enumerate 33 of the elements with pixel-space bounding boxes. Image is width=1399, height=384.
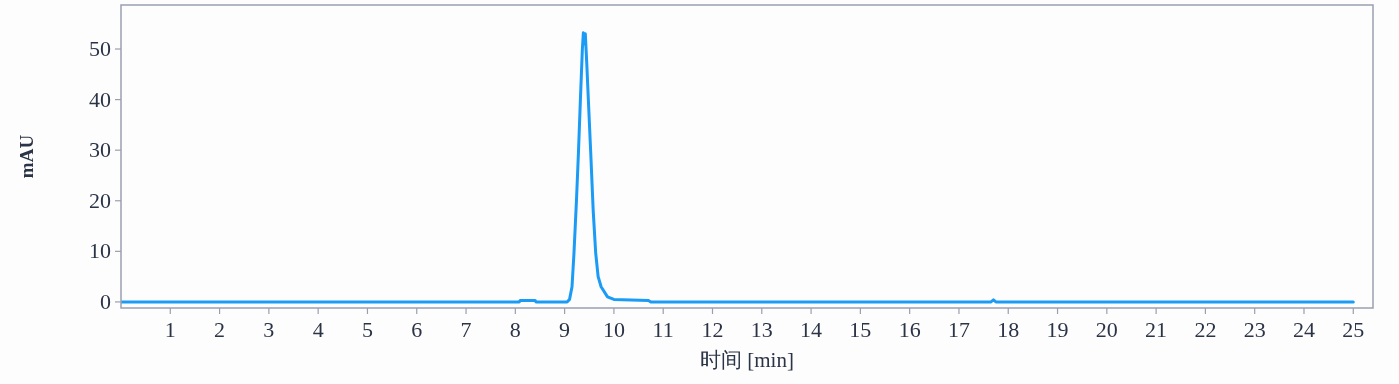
x-tick-label: 22	[1194, 317, 1217, 342]
x-tick-label: 24	[1292, 317, 1315, 342]
x-tick-label: 19	[1046, 317, 1069, 342]
x-tick-label: 4	[312, 317, 324, 342]
x-tick-label: 2	[214, 317, 226, 342]
y-tick-label: 50	[89, 36, 111, 62]
x-tick-label: 17	[947, 317, 970, 342]
y-axis-title: mAU	[16, 134, 37, 179]
x-tick-label: 12	[701, 317, 724, 342]
x-tick-label: 1	[164, 317, 176, 342]
x-axis-title: 时间 [min]	[700, 348, 794, 372]
x-tick-label: 8	[509, 317, 521, 342]
x-tick-label: 6	[411, 317, 423, 342]
x-tick-label: 18	[997, 317, 1020, 342]
x-tick-label: 13	[750, 317, 773, 342]
x-tick-label: 16	[898, 317, 921, 342]
x-tick-label: 14	[800, 317, 823, 342]
x-tick-label: 9	[559, 317, 571, 342]
x-tick-label: 11	[652, 317, 674, 342]
y-tick-label: 20	[89, 187, 111, 213]
x-tick-label: 21	[1145, 317, 1168, 342]
x-tick-label: 15	[849, 317, 872, 342]
x-tick-label: 10	[602, 317, 625, 342]
x-tick-label: 20	[1095, 317, 1118, 342]
y-tick-label: 0	[100, 288, 111, 314]
y-tick-label: 10	[89, 238, 111, 264]
x-tick-label: 23	[1243, 317, 1266, 342]
x-tick-label: 7	[460, 317, 472, 342]
x-tick-label: 3	[263, 317, 275, 342]
x-tick-label: 5	[361, 317, 373, 342]
y-tick-label: 40	[89, 86, 111, 112]
y-tick-label: 30	[89, 137, 111, 163]
x-tick-label: 25	[1342, 317, 1365, 342]
